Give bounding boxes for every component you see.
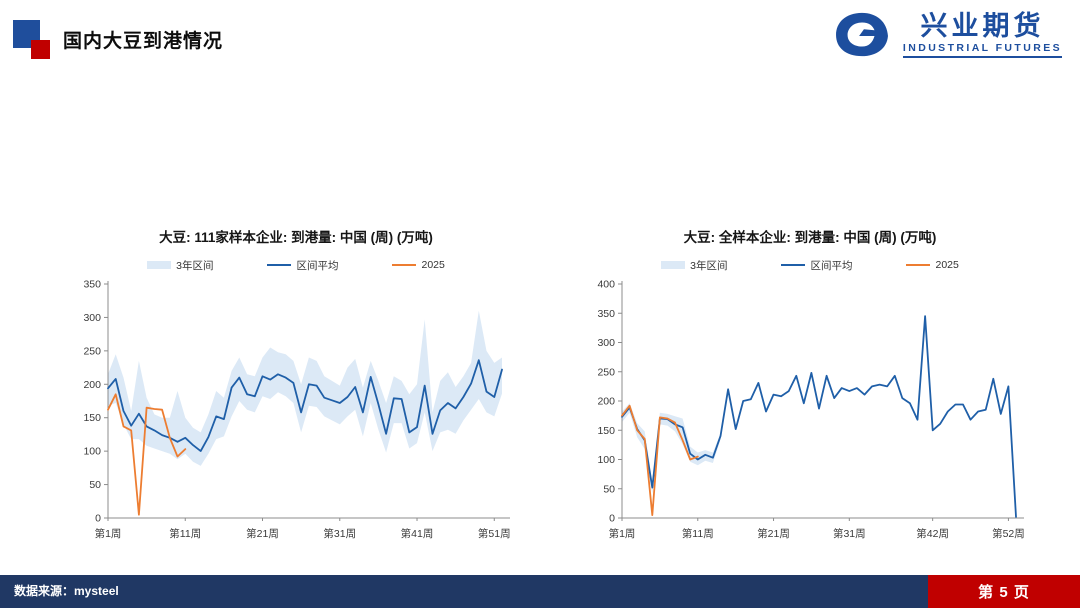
mean-line bbox=[107, 359, 503, 453]
legend-label: 2025 bbox=[421, 259, 445, 271]
mean-line-swatch-icon bbox=[781, 264, 806, 266]
y-tick-label: 50 bbox=[89, 479, 101, 491]
company-logo-icon bbox=[835, 12, 888, 57]
legend-item-2025: 2025 bbox=[906, 259, 959, 271]
x-tick-label: 第41周 bbox=[401, 527, 434, 540]
y-tick-label: 100 bbox=[83, 446, 101, 458]
x-tick-label: 第31周 bbox=[833, 527, 866, 540]
chart-legend: 3年区间 区间平均 2025 bbox=[78, 256, 514, 274]
y-tick-label: 100 bbox=[597, 454, 615, 466]
y-tick-label: 0 bbox=[95, 513, 101, 525]
legend-label: 区间平均 bbox=[810, 259, 853, 272]
mean-line-swatch-icon bbox=[267, 264, 292, 266]
company-name-cn: 兴业期货 bbox=[920, 10, 1045, 41]
x-tick-label: 第42周 bbox=[916, 527, 949, 540]
y-tick-label: 300 bbox=[597, 337, 615, 349]
company-name-en: INDUSTRIAL FUTURES bbox=[902, 42, 1062, 59]
legend-label: 区间平均 bbox=[296, 259, 339, 272]
legend-item-mean: 区间平均 bbox=[267, 258, 338, 273]
company-logo: 兴业期货 INDUSTRIAL FUTURES bbox=[831, 10, 1062, 60]
y-tick-label: 350 bbox=[597, 308, 615, 320]
legend-item-band: 3年区间 bbox=[147, 258, 213, 273]
y-tick-label: 300 bbox=[83, 312, 101, 324]
band-swatch-icon bbox=[661, 261, 686, 269]
y-tick-label: 350 bbox=[83, 279, 101, 291]
y-tick-label: 0 bbox=[609, 513, 615, 525]
chart-figure-sample-111: 大豆: 111家样本企业: 到港量: 中国 (周) (万吨) 3年区间 区间平均… bbox=[78, 226, 514, 544]
legend-item-mean: 区间平均 bbox=[781, 258, 852, 273]
chart-figure-full-sample: 大豆: 全样本企业: 到港量: 中国 (周) (万吨) 3年区间 区间平均 20… bbox=[592, 226, 1028, 544]
footer-bar: 数据来源：mysteel 第 5 页 bbox=[0, 575, 1080, 608]
data-source: 数据来源：mysteel bbox=[14, 584, 119, 598]
company-logo-text: 兴业期货 INDUSTRIAL FUTURES bbox=[902, 10, 1062, 59]
x-tick-label: 第21周 bbox=[757, 527, 790, 540]
y-tick-label: 200 bbox=[83, 379, 101, 391]
x-tick-label: 第21周 bbox=[246, 527, 279, 540]
x-tick-label: 第1周 bbox=[609, 527, 636, 540]
y-tick-label: 400 bbox=[597, 279, 615, 291]
line-chart: 0 50 100 150 200 250 300 350 第1周 第11周 第21周 第31周 第41周… bbox=[83, 279, 511, 541]
x-tick-label: 第31周 bbox=[323, 527, 356, 540]
line-chart: 0 50 100 150 200 250 300 350 400 第1周 第11周 第21周 第31周 第… bbox=[597, 279, 1025, 541]
y-tick-label: 250 bbox=[83, 345, 101, 357]
legend-item-2025: 2025 bbox=[392, 259, 445, 271]
page-number-block: 第 5 页 bbox=[928, 575, 1080, 608]
y-tick-label: 50 bbox=[603, 483, 615, 495]
page-title: 国内大豆到港情况 bbox=[63, 31, 224, 52]
legend-label: 2025 bbox=[935, 259, 959, 271]
y-tick-label: 250 bbox=[597, 366, 615, 378]
title-accent-red-square bbox=[31, 40, 50, 59]
current-line-swatch-icon bbox=[906, 264, 931, 266]
x-tick-label: 第11周 bbox=[169, 527, 201, 540]
y-tick-label: 150 bbox=[83, 412, 101, 424]
current-year-line bbox=[107, 393, 187, 516]
x-tick-label: 第52周 bbox=[992, 527, 1025, 540]
chart-title: 大豆: 111家样本企业: 到港量: 中国 (周) (万吨) bbox=[159, 230, 433, 245]
mean-line bbox=[621, 315, 1017, 518]
x-tick-label: 第51周 bbox=[478, 527, 511, 540]
range-band bbox=[622, 403, 721, 494]
legend-label: 3年区间 bbox=[176, 259, 214, 272]
page-number: 第 5 页 bbox=[978, 584, 1030, 601]
x-tick-label: 第11周 bbox=[682, 527, 714, 540]
current-line-swatch-icon bbox=[392, 264, 417, 266]
y-tick-label: 200 bbox=[597, 396, 615, 408]
band-swatch-icon bbox=[147, 261, 172, 269]
x-tick-label: 第1周 bbox=[95, 527, 122, 540]
chart-legend: 3年区间 区间平均 2025 bbox=[592, 256, 1028, 274]
range-band bbox=[108, 310, 502, 466]
y-tick-label: 150 bbox=[597, 425, 615, 437]
legend-label: 3年区间 bbox=[690, 259, 728, 272]
current-year-line bbox=[621, 404, 699, 517]
chart-title: 大豆: 全样本企业: 到港量: 中国 (周) (万吨) bbox=[683, 230, 937, 245]
legend-item-band: 3年区间 bbox=[661, 258, 727, 273]
